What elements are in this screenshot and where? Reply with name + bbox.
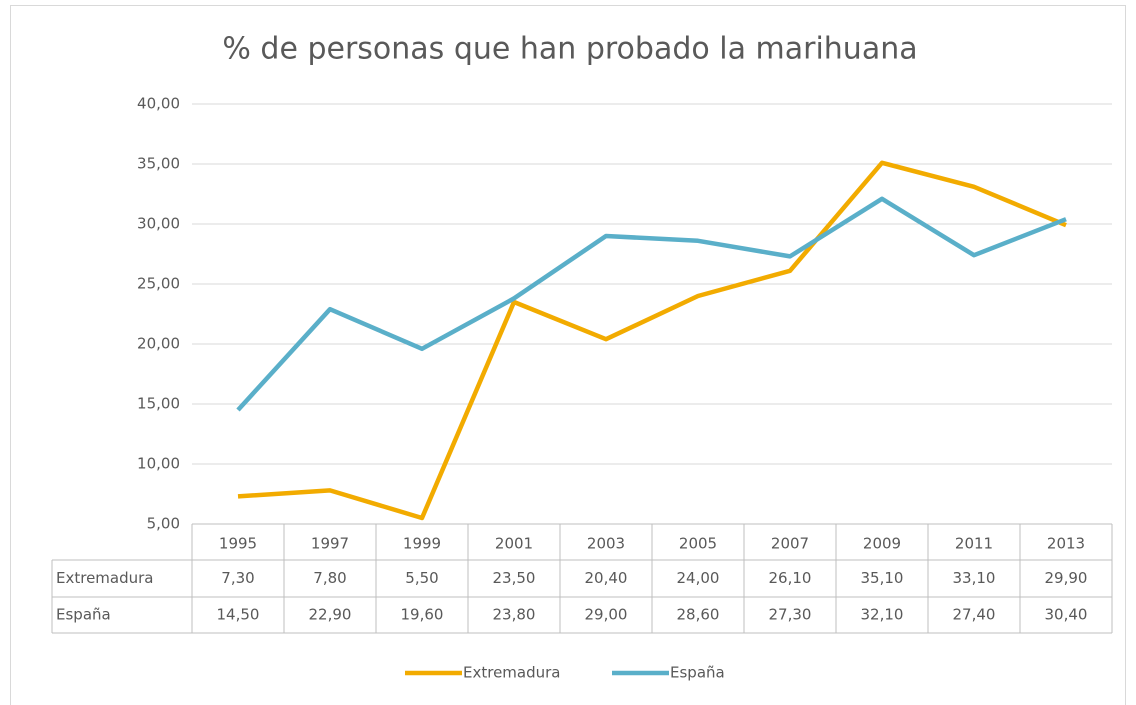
table-cell: 20,40 xyxy=(585,569,628,587)
table-row-label: Extremadura xyxy=(56,569,154,587)
series-line xyxy=(237,160,1067,521)
table-cell: 28,60 xyxy=(677,606,720,624)
table-cell: 23,80 xyxy=(493,606,536,624)
table-cell: 26,10 xyxy=(769,569,812,587)
x-tick-label: 2003 xyxy=(587,535,625,553)
y-tick-label: 25,00 xyxy=(137,275,180,293)
x-tick-label: 2011 xyxy=(955,535,993,553)
table-cell: 24,00 xyxy=(677,569,720,587)
y-tick-label: 40,00 xyxy=(137,95,180,113)
table-cell: 22,90 xyxy=(309,606,352,624)
table-cell: 30,40 xyxy=(1045,606,1088,624)
chart-title: % de personas que han probado la marihua… xyxy=(222,32,917,67)
x-tick-label: 2001 xyxy=(495,535,533,553)
table-row-label: España xyxy=(56,606,111,624)
table-cell: 29,00 xyxy=(585,606,628,624)
y-tick-label: 20,00 xyxy=(137,335,180,353)
table-cell: 35,10 xyxy=(861,569,904,587)
x-tick-label: 1995 xyxy=(219,535,257,553)
x-tick-label: 2005 xyxy=(679,535,717,553)
legend-label: España xyxy=(670,664,725,682)
table-cell: 5,50 xyxy=(405,569,438,587)
table-cell: 14,50 xyxy=(217,606,260,624)
table-cell: 23,50 xyxy=(493,569,536,587)
table-cell: 7,80 xyxy=(313,569,346,587)
table-cell: 33,10 xyxy=(953,569,996,587)
y-tick-label: 30,00 xyxy=(137,215,180,233)
y-tick-label: 15,00 xyxy=(137,395,180,413)
y-tick-label: 10,00 xyxy=(137,455,180,473)
y-tick-label: 35,00 xyxy=(137,155,180,173)
x-tick-label: 2009 xyxy=(863,535,901,553)
table-cell: 27,30 xyxy=(769,606,812,624)
table-cell: 19,60 xyxy=(401,606,444,624)
table-cell: 7,30 xyxy=(221,569,254,587)
x-tick-label: 1999 xyxy=(403,535,441,553)
x-tick-label: 2007 xyxy=(771,535,809,553)
x-tick-label: 1997 xyxy=(311,535,349,553)
table-cell: 32,10 xyxy=(861,606,904,624)
table-cell: 27,40 xyxy=(953,606,996,624)
series-line xyxy=(236,196,1067,412)
x-tick-label: 2013 xyxy=(1047,535,1085,553)
table-cell: 29,90 xyxy=(1045,569,1088,587)
legend-label: Extremadura xyxy=(463,664,561,682)
y-tick-label: 5,00 xyxy=(147,515,180,533)
chart-frame xyxy=(10,5,1126,705)
